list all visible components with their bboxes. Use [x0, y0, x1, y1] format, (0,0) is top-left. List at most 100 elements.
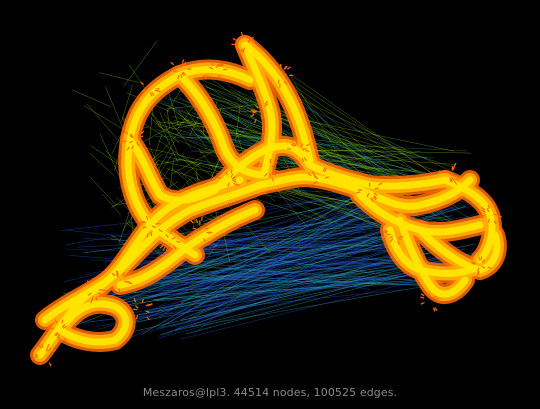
- graph-edge: [182, 161, 203, 176]
- graph-edge: [284, 96, 437, 216]
- node-speckle: [225, 171, 229, 176]
- node-speckle: [129, 134, 134, 139]
- node-speckle: [181, 59, 185, 64]
- graph-edge: [149, 147, 163, 176]
- graph-edge: [118, 211, 130, 245]
- node-speckle: [173, 70, 178, 73]
- graph-edge: [102, 194, 121, 215]
- node-speckle: [481, 206, 486, 211]
- node-speckle: [140, 220, 145, 224]
- node-speckle: [145, 310, 150, 313]
- node-speckle: [420, 296, 425, 299]
- node-speckle: [49, 327, 54, 330]
- node-speckle: [476, 271, 479, 277]
- graph-edge: [159, 244, 432, 336]
- node-speckle: [48, 347, 52, 352]
- node-speckle: [322, 167, 326, 172]
- graph-edge: [72, 89, 111, 107]
- node-speckle: [230, 169, 233, 174]
- graph-edge: [178, 110, 207, 148]
- node-speckle: [206, 231, 211, 234]
- node-speckle: [38, 344, 42, 349]
- node-speckle: [145, 215, 149, 220]
- node-speckle: [61, 323, 66, 328]
- node-speckle: [140, 130, 145, 135]
- graph-edge: [152, 129, 183, 162]
- node-speckle: [366, 192, 370, 198]
- graph-caption: Meszaros@lpl3. 44514 nodes, 100525 edges…: [142, 386, 398, 399]
- node-speckle: [471, 262, 476, 265]
- node-speckle: [434, 307, 438, 312]
- node-speckle: [302, 148, 307, 151]
- node-speckles: [31, 31, 502, 367]
- node-speckle: [432, 307, 436, 312]
- graph-edge: [99, 72, 139, 83]
- node-speckle: [305, 150, 310, 152]
- graph-edge: [83, 105, 128, 133]
- node-speckle: [138, 222, 143, 225]
- node-speckle: [242, 47, 245, 52]
- node-speckle: [284, 65, 288, 70]
- node-speckle: [210, 61, 214, 66]
- node-band: [126, 136, 219, 204]
- node-speckle: [356, 191, 361, 194]
- node-speckle: [115, 273, 119, 278]
- node-speckle: [131, 145, 134, 150]
- node-speckle: [156, 90, 161, 92]
- node-band: [441, 176, 496, 264]
- graph-edge: [208, 71, 372, 184]
- node-speckle: [217, 63, 222, 67]
- node-speckle: [140, 81, 144, 85]
- node-speckle: [182, 61, 187, 66]
- node-speckle: [308, 183, 313, 187]
- node-speckle: [389, 238, 394, 243]
- node-speckle: [62, 325, 68, 329]
- graph-edge: [159, 275, 418, 290]
- node-speckle: [271, 163, 275, 168]
- graph-edge: [220, 104, 266, 125]
- node-speckle: [45, 347, 49, 352]
- node-band: [211, 142, 314, 194]
- node-speckle: [95, 296, 98, 301]
- node-speckle: [146, 233, 149, 238]
- node-speckle: [480, 256, 483, 261]
- graph-edge: [167, 199, 370, 336]
- node-speckle: [208, 231, 213, 234]
- node-band: [256, 173, 364, 194]
- node-speckle: [136, 142, 140, 147]
- graph-edge: [237, 97, 248, 104]
- node-speckle: [307, 173, 312, 177]
- node-speckle: [381, 236, 386, 239]
- node-speckle: [195, 219, 199, 224]
- node-speckle: [384, 229, 389, 233]
- graph-edge: [134, 269, 385, 316]
- graph-edge: [197, 148, 218, 173]
- node-speckle: [256, 97, 259, 102]
- node-speckle: [174, 230, 179, 235]
- node-speckle: [252, 110, 257, 114]
- node-speckle: [283, 80, 288, 85]
- graph-edge: [146, 277, 381, 310]
- node-speckle: [251, 110, 256, 113]
- node-speckle: [130, 133, 134, 138]
- node-speckle: [274, 170, 279, 172]
- node-speckle: [181, 72, 185, 77]
- node-speckle: [481, 265, 486, 269]
- graph-edge: [104, 220, 370, 263]
- node-speckle: [453, 175, 458, 178]
- node-speckle: [255, 104, 259, 109]
- node-band: [386, 226, 479, 277]
- graph-edge: [205, 86, 454, 168]
- node-speckle: [313, 174, 318, 179]
- node-band: [176, 71, 269, 179]
- node-speckle: [209, 66, 214, 70]
- node-speckle: [264, 100, 269, 105]
- node-speckle: [122, 274, 127, 278]
- node-speckle: [121, 271, 125, 277]
- graph-edge: [158, 121, 179, 163]
- graph-edge: [192, 188, 368, 336]
- node-speckle: [48, 362, 52, 367]
- node-speckle: [439, 170, 444, 173]
- graph-edge: [85, 289, 404, 323]
